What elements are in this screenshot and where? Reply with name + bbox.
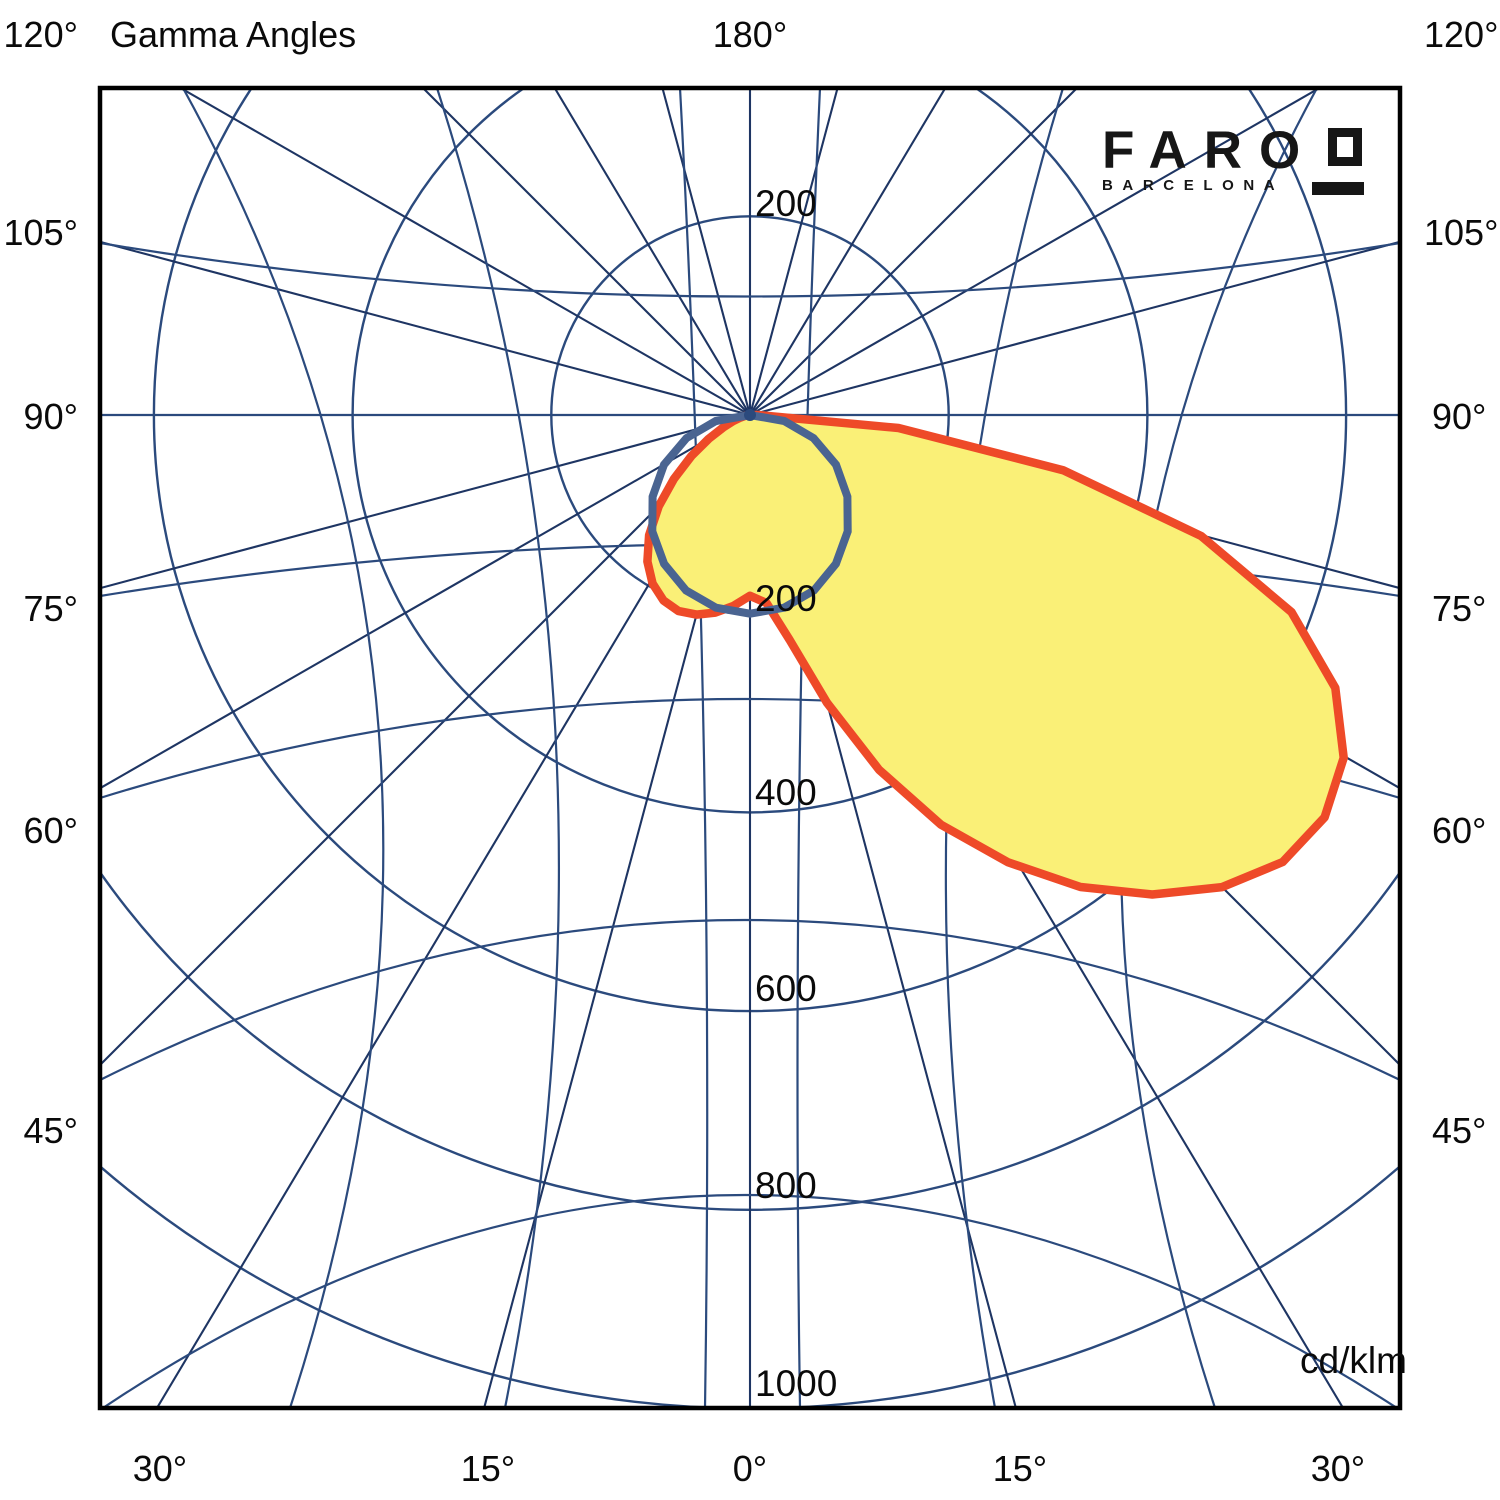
gamma-arc-6 (101, 1194, 1399, 1408)
gamma-arc-1 (100, 241, 1400, 298)
spoke-15l (483, 414, 752, 1408)
polar-origin-marker (744, 409, 756, 421)
faro-logo-wordmark: FARO (1102, 121, 1318, 180)
spoke-135l (421, 88, 751, 416)
spoke-30l (155, 414, 751, 1408)
spoke-165r (748, 88, 839, 416)
axis-label-left-75: 75° (23, 588, 78, 629)
spoke-165l (661, 88, 752, 416)
axis-label-bottom-15r: 15° (992, 1448, 1048, 1489)
axis-label-right-90: 90° (1432, 396, 1487, 437)
distribution-curves (643, 409, 1348, 899)
spoke-105r (749, 240, 1400, 417)
axis-label-left-90: 90° (23, 396, 78, 437)
axis-label-bottom-15l: 15° (460, 1448, 516, 1489)
axis-label-right-120: 120° (1424, 14, 1499, 55)
gamma-arc-5 (100, 918, 1400, 1081)
logo-bar-icon (1312, 182, 1364, 195)
main-lobe-curve (643, 410, 1348, 899)
axis-label-left-120: 120° (3, 14, 78, 55)
radial-label-1000: 1000 (755, 1363, 838, 1404)
axis-label-right-45: 45° (1432, 1110, 1487, 1151)
axis-label-left-60: 60° (23, 810, 78, 851)
meridian-l3 (678, 88, 709, 1408)
spoke-45l (100, 414, 751, 1067)
axis-label-bottom-30r: 30° (1310, 1448, 1366, 1489)
radial-label-800: 800 (755, 1165, 817, 1206)
meridian-l1 (182, 88, 385, 1408)
unit-label: cd/klm (1300, 1340, 1407, 1381)
logo-ring-icon (1328, 128, 1362, 166)
axis-label-left-105: 105° (3, 212, 78, 253)
secondary-lobe-curve (648, 410, 852, 618)
plot-frame (97, 85, 1403, 1411)
radial-label-200-bottom: 200 (755, 578, 817, 619)
faro-logo-tagline: BARCELONA (1102, 177, 1285, 194)
spoke-150r (749, 88, 947, 416)
radial-label-400: 400 (755, 772, 817, 813)
spoke-120r (749, 88, 1322, 416)
axis-label-top-180: 180° (712, 14, 788, 55)
spoke-120l (178, 88, 751, 416)
axis-label-left-45: 45° (23, 1110, 78, 1151)
page-title: Gamma Angles (110, 14, 357, 55)
spoke-60l (100, 414, 751, 790)
axis-label-right-60: 60° (1432, 810, 1487, 851)
c-plane-meridians (182, 88, 1318, 1408)
faro-logo: FARO BARCELONA (1102, 121, 1364, 198)
axis-label-bottom-30l: 30° (132, 1448, 188, 1489)
radial-label-600: 600 (755, 968, 817, 1009)
radial-label-200-top: 200 (755, 183, 817, 224)
main-lobe-fill (647, 415, 1344, 895)
axis-label-bottom-0: 0° (732, 1448, 768, 1489)
axis-label-right-105: 105° (1424, 212, 1499, 253)
spoke-105l (100, 240, 751, 417)
meridian-l2 (435, 88, 561, 1408)
axis-label-right-75: 75° (1432, 588, 1487, 629)
spoke-150l (553, 88, 751, 416)
spoke-75l (100, 413, 751, 590)
meridian-r0 (796, 88, 822, 1408)
spoke-135r (749, 88, 1079, 416)
